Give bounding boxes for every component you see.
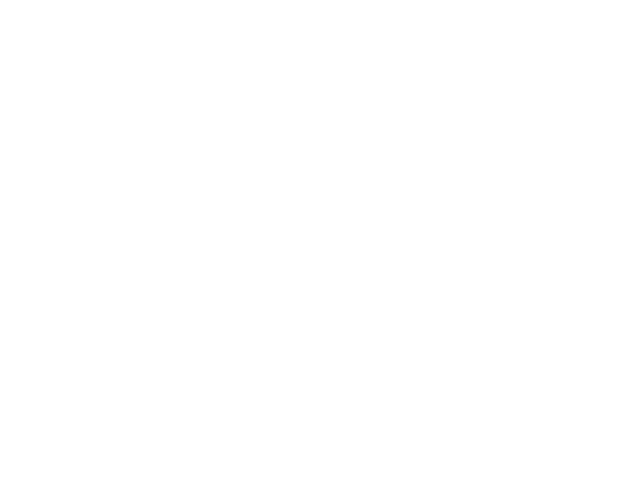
- Polygon shape: [389, 176, 398, 181]
- Text: 1008: 1008: [178, 320, 202, 331]
- Text: 1008: 1008: [102, 191, 126, 201]
- Polygon shape: [382, 141, 391, 145]
- Polygon shape: [127, 223, 209, 321]
- Text: 1008: 1008: [387, 316, 411, 326]
- Text: 1004: 1004: [83, 31, 107, 41]
- Text: 1004: 1004: [26, 31, 50, 41]
- Polygon shape: [192, 262, 201, 268]
- Text: 1008: 1008: [552, 325, 576, 335]
- Text: 1004: 1004: [102, 245, 126, 255]
- Text: 1008: 1008: [121, 160, 145, 170]
- Polygon shape: [342, 170, 431, 192]
- Polygon shape: [292, 223, 336, 446]
- Polygon shape: [317, 170, 634, 446]
- Text: 1008: 1008: [286, 182, 310, 192]
- Text: 1008: 1008: [356, 187, 380, 197]
- Text: ©weatheronline.co.uk: ©weatheronline.co.uk: [493, 474, 628, 484]
- Text: 1008: 1008: [362, 209, 386, 219]
- Text: 1008: 1008: [223, 111, 247, 121]
- Polygon shape: [25, 36, 70, 156]
- Text: Surface pressure [hPa] ECMWF: Surface pressure [hPa] ECMWF: [6, 455, 216, 468]
- Polygon shape: [186, 244, 195, 250]
- Text: 1013: 1013: [318, 307, 342, 317]
- Text: 1012: 1012: [261, 22, 285, 32]
- Text: 1008: 1008: [83, 120, 107, 130]
- Text: 1012: 1012: [444, 240, 469, 250]
- Polygon shape: [178, 321, 216, 339]
- Text: 1008: 1008: [432, 307, 456, 317]
- Text: 1013: 1013: [318, 271, 342, 281]
- Polygon shape: [0, 0, 203, 303]
- Text: 1008: 1008: [165, 187, 190, 197]
- Text: 1008: 1008: [32, 106, 56, 117]
- Text: 1004: 1004: [64, 151, 88, 161]
- Text: 1008: 1008: [13, 227, 37, 237]
- Polygon shape: [222, 116, 304, 143]
- Polygon shape: [311, 121, 355, 143]
- Text: 1008: 1008: [387, 276, 411, 286]
- Text: 1013: 1013: [318, 343, 342, 353]
- Text: 1013: 1013: [267, 40, 291, 49]
- Polygon shape: [311, 192, 342, 232]
- Polygon shape: [228, 0, 317, 45]
- Polygon shape: [216, 9, 292, 58]
- Polygon shape: [179, 280, 188, 285]
- Text: 1013: 1013: [318, 71, 342, 81]
- Text: 1004: 1004: [102, 218, 126, 228]
- Text: 1008: 1008: [102, 401, 126, 411]
- Polygon shape: [178, 357, 222, 379]
- Text: 1008: 1008: [343, 165, 367, 174]
- Text: Th 02-05-2024 00:00 UTC (18+06): Th 02-05-2024 00:00 UTC (18+06): [395, 450, 628, 464]
- Polygon shape: [361, 129, 380, 143]
- Text: 1008: 1008: [140, 227, 164, 237]
- Polygon shape: [389, 158, 398, 163]
- Text: 1008: 1008: [305, 200, 329, 210]
- Text: 1013: 1013: [368, 138, 392, 147]
- Text: 1012: 1012: [280, 151, 304, 161]
- Text: 1012: 1012: [368, 165, 392, 174]
